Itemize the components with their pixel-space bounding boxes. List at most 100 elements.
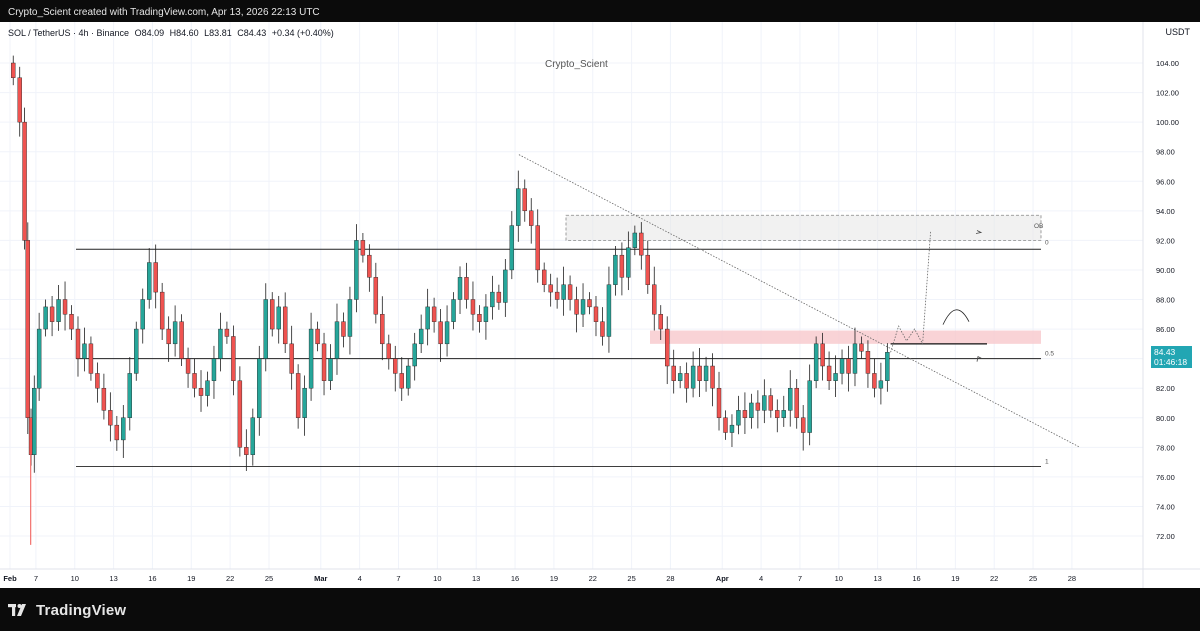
candle-body: [716, 387, 722, 418]
candle-body: [108, 410, 113, 426]
candle-body: [393, 358, 398, 374]
candle-body: [794, 387, 799, 418]
price-tick-label: 102.00: [1156, 89, 1179, 98]
candle-body: [244, 447, 249, 455]
candle-body: [237, 380, 243, 448]
candle-body: [645, 254, 650, 285]
candle-body: [826, 365, 832, 381]
candle-body: [373, 277, 379, 315]
candle-body: [334, 321, 340, 359]
candle-body: [367, 254, 372, 278]
price-tick-label: 78.00: [1156, 443, 1175, 452]
time-tick-label: 16: [511, 574, 519, 583]
candle-body: [172, 321, 178, 345]
candle-body: [257, 358, 262, 418]
projection-path: [890, 231, 931, 353]
candle-body: [470, 299, 476, 315]
candle-body: [574, 299, 579, 315]
candle-body: [878, 380, 884, 389]
candle-body: [49, 306, 55, 322]
candle-body: [632, 232, 638, 248]
time-tick-label: 22: [990, 574, 998, 583]
pullback-arrow-icon: [976, 356, 983, 362]
candle-body: [554, 291, 560, 300]
candle-body: [315, 328, 320, 345]
time-tick-label: 10: [433, 574, 441, 583]
candle-body: [775, 410, 780, 418]
candle-body: [788, 387, 793, 411]
time-tick-label: 13: [472, 574, 480, 583]
candle-body: [820, 343, 825, 367]
candle-body: [762, 395, 767, 411]
candle-body: [95, 373, 100, 389]
candle-body: [613, 254, 618, 285]
candle-body: [179, 321, 184, 359]
candle-body: [639, 232, 644, 256]
candle-body: [438, 321, 443, 345]
price-tick-label: 88.00: [1156, 296, 1175, 305]
candle-body: [800, 417, 806, 433]
candle-body: [114, 424, 120, 441]
candle-body: [626, 247, 631, 278]
symbol-name[interactable]: SOL / TetherUS · 4h · Binance: [8, 28, 130, 38]
candle-body: [451, 299, 456, 322]
candle-body: [43, 306, 48, 330]
candle-body: [852, 343, 858, 374]
candle-body: [690, 365, 696, 389]
candle-body: [185, 358, 191, 374]
candle-body: [25, 240, 31, 418]
candle-body: [121, 417, 126, 441]
symbol-legend: SOL / TetherUS · 4h · Binance O84.09 H84…: [8, 27, 337, 39]
candle-body: [82, 343, 87, 359]
candle-body: [833, 373, 838, 381]
candle-body: [658, 314, 663, 330]
candle-body: [308, 328, 314, 389]
candle-body: [134, 328, 139, 374]
candle-body: [677, 373, 683, 381]
candle-body: [729, 424, 735, 433]
footer-brand: TradingView: [36, 601, 127, 619]
time-tick-label: 28: [666, 574, 674, 583]
candle-body: [742, 410, 748, 418]
ohlc-change: +0.34 (+0.40%): [271, 28, 334, 38]
candle-body: [496, 291, 502, 303]
time-tick-label: 28: [1068, 574, 1076, 583]
chart-panel[interactable]: OB 0 0.5 1 72.00 74.00 76.00 78.00 80.00 82.00 84.…: [0, 22, 1200, 588]
candle-body: [749, 402, 754, 418]
candle-body: [192, 373, 197, 389]
price-tick-label: 90.00: [1156, 266, 1175, 275]
candle-body: [69, 314, 74, 330]
candle-body: [231, 336, 236, 381]
price-chart[interactable]: OB 0 0.5 1 72.00 74.00 76.00 78.00 80.00 82.00 84.…: [0, 22, 1200, 588]
candle-body: [412, 343, 417, 367]
candle-body: [671, 365, 676, 381]
candle-body: [431, 306, 437, 322]
ohlc-close: C84.43: [237, 28, 267, 38]
last-price-tag: 84.43 01:46:18: [1151, 346, 1192, 368]
candle-body: [321, 343, 327, 381]
candle-body: [665, 328, 670, 367]
projection-arrow-icon: [975, 230, 983, 234]
candle-body: [153, 262, 158, 293]
ohlc-open: O84.09: [134, 28, 165, 38]
price-tick-label: 72.00: [1156, 532, 1175, 541]
projection-arc: [942, 309, 970, 325]
candle-body: [684, 373, 689, 389]
candle-body: [522, 188, 527, 212]
candle-body: [885, 352, 890, 381]
candle-body: [380, 314, 385, 345]
candle-body: [710, 365, 715, 389]
caption: Crypto_Scient created with TradingView.c…: [8, 7, 320, 18]
candle-body: [270, 299, 275, 330]
candle-body: [22, 121, 27, 241]
price-tick-label: 94.00: [1156, 207, 1175, 216]
price-tick-label: 74.00: [1156, 502, 1175, 511]
candle-body: [768, 395, 774, 411]
candle-body: [781, 410, 786, 418]
candle-body: [360, 240, 366, 256]
candle-body: [399, 373, 404, 389]
candle-body: [859, 343, 864, 352]
time-tick-label: 19: [187, 574, 195, 583]
candle-body: [250, 417, 256, 455]
candle-body: [600, 321, 605, 337]
